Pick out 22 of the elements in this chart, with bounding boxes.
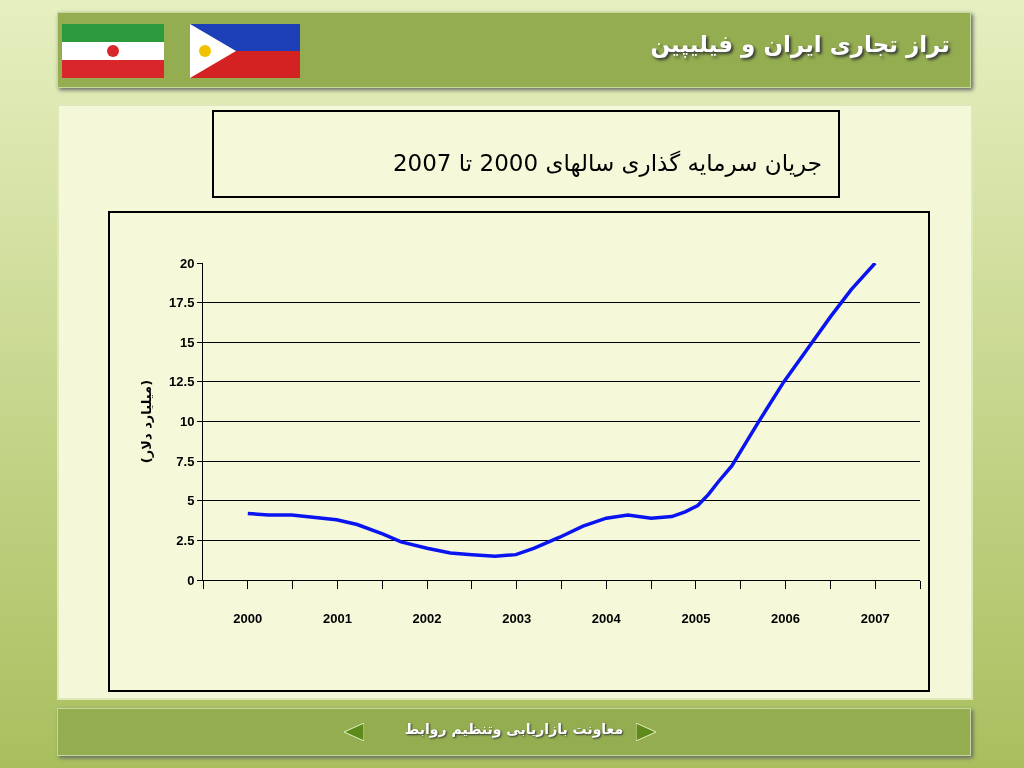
- y-tick-label: 10: [179, 414, 195, 430]
- text: معاونت بازاریابی وتنظیم روابط: [403, 721, 625, 737]
- y-tick-label: 2.5: [176, 532, 195, 548]
- text: تراز تجاری ایران و فیلیپین: [650, 31, 950, 57]
- x-tick-label: 2007: [860, 610, 890, 626]
- y-tick-label: 12.5: [169, 374, 195, 390]
- x-tick-label: 2000: [233, 610, 263, 626]
- x-tick-label: 2001: [322, 610, 352, 626]
- y-tick-label: 0: [187, 572, 195, 588]
- x-tick-label: 2003: [502, 610, 532, 626]
- y-tick-label: 15: [179, 334, 195, 350]
- x-tick-label: 2005: [681, 610, 711, 626]
- chart-title: جریان سرمایه گذاری سالهای 2000 تا 2007: [392, 150, 822, 176]
- line-series: [246, 263, 877, 558]
- y-tick-label: 20: [179, 255, 195, 271]
- x-tick-label: 2006: [771, 610, 801, 626]
- y-tick-label: 7.5: [176, 453, 195, 469]
- y-tick-label: 5: [187, 493, 195, 509]
- x-tick-label: 2002: [412, 610, 442, 626]
- y-tick-label: 17.5: [169, 295, 195, 311]
- x-tick-label: 2004: [591, 610, 622, 626]
- y-axis-title: (میلیارد دلار): [139, 379, 155, 464]
